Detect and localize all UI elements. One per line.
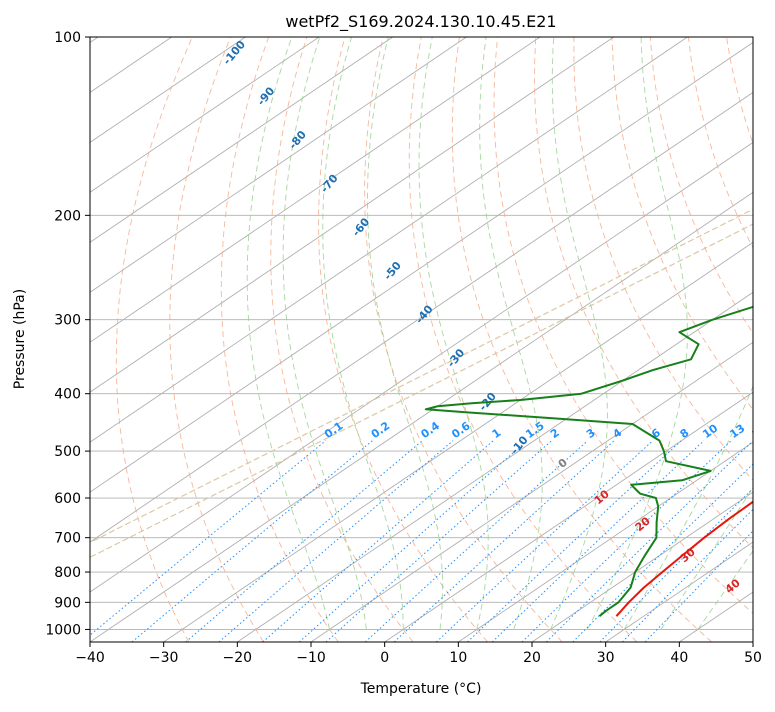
y-axis-label: Pressure (hPa) [12,289,28,389]
x-tick-label: −30 [149,650,179,666]
y-tick-label: 400 [54,387,81,403]
x-tick-label: −20 [223,650,253,666]
y-tick-label: 100 [54,30,81,46]
y-tick-label: 900 [54,595,81,611]
x-tick-label: 0 [380,650,389,666]
x-tick-label: 30 [597,650,615,666]
x-axis-label: Temperature (°C) [360,681,482,697]
chart-title: wetPf2_S169.2024.130.10.45.E21 [285,12,556,32]
y-tick-label: 300 [54,313,81,329]
x-tick-label: −40 [75,650,105,666]
y-tick-label: 600 [54,491,81,507]
x-tick-label: 40 [670,650,688,666]
x-tick-label: 10 [449,650,467,666]
x-tick-label: −10 [296,650,326,666]
x-tick-label: 50 [744,650,762,666]
x-tick-label: 20 [523,650,541,666]
y-tick-label: 200 [54,208,81,224]
y-tick-label: 800 [54,565,81,581]
y-tick-label: 700 [54,531,81,547]
y-tick-label: 1000 [45,622,81,638]
y-tick-label: 500 [54,444,81,460]
